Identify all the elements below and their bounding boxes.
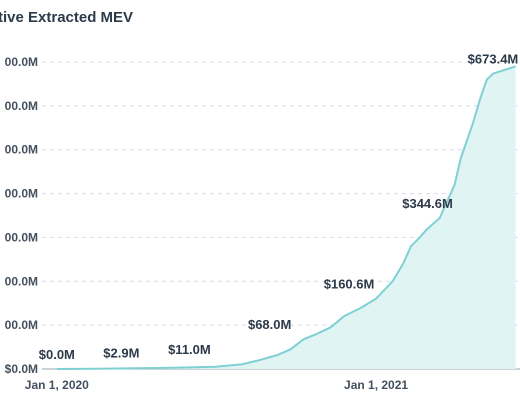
y-tick-label: 00.0M [5, 55, 38, 69]
y-tick-label: 00.0M [5, 99, 38, 113]
x-axis: Jan 1, 2020 Jan 1, 2021 [25, 378, 409, 392]
y-tick-label: 00.0M [5, 143, 38, 157]
y-tick-label: 00.0M [5, 318, 38, 332]
data-label: $673.4M [468, 52, 519, 67]
x-tick-label: Jan 1, 2020 [25, 378, 89, 392]
data-label: $0.0M [39, 347, 75, 362]
series-layer [56, 65, 516, 370]
y-tick-label: 00.0M [5, 230, 38, 244]
data-label: $68.0M [248, 317, 291, 332]
series-line [56, 65, 516, 370]
data-label: $160.6M [324, 277, 375, 292]
series-area-fill [56, 66, 516, 370]
y-tick-label: $0.0M [5, 362, 38, 376]
x-tick-label: Jan 1, 2021 [344, 378, 408, 392]
data-labels: $0.0M $2.9M $11.0M $68.0M $160.6M $344.6M $673… [39, 52, 518, 362]
data-label: $344.6M [402, 196, 453, 211]
chart-title: tive Extracted MEV [0, 9, 133, 26]
y-axis: $0.0M 00.0M 00.0M 00.0M 00.0M 00.0M 00.0M 00.0M [5, 55, 38, 376]
data-label: $11.0M [168, 342, 211, 357]
y-tick-label: 00.0M [5, 274, 38, 288]
data-label: $2.9M [103, 346, 139, 361]
y-tick-label: 00.0M [5, 187, 38, 201]
